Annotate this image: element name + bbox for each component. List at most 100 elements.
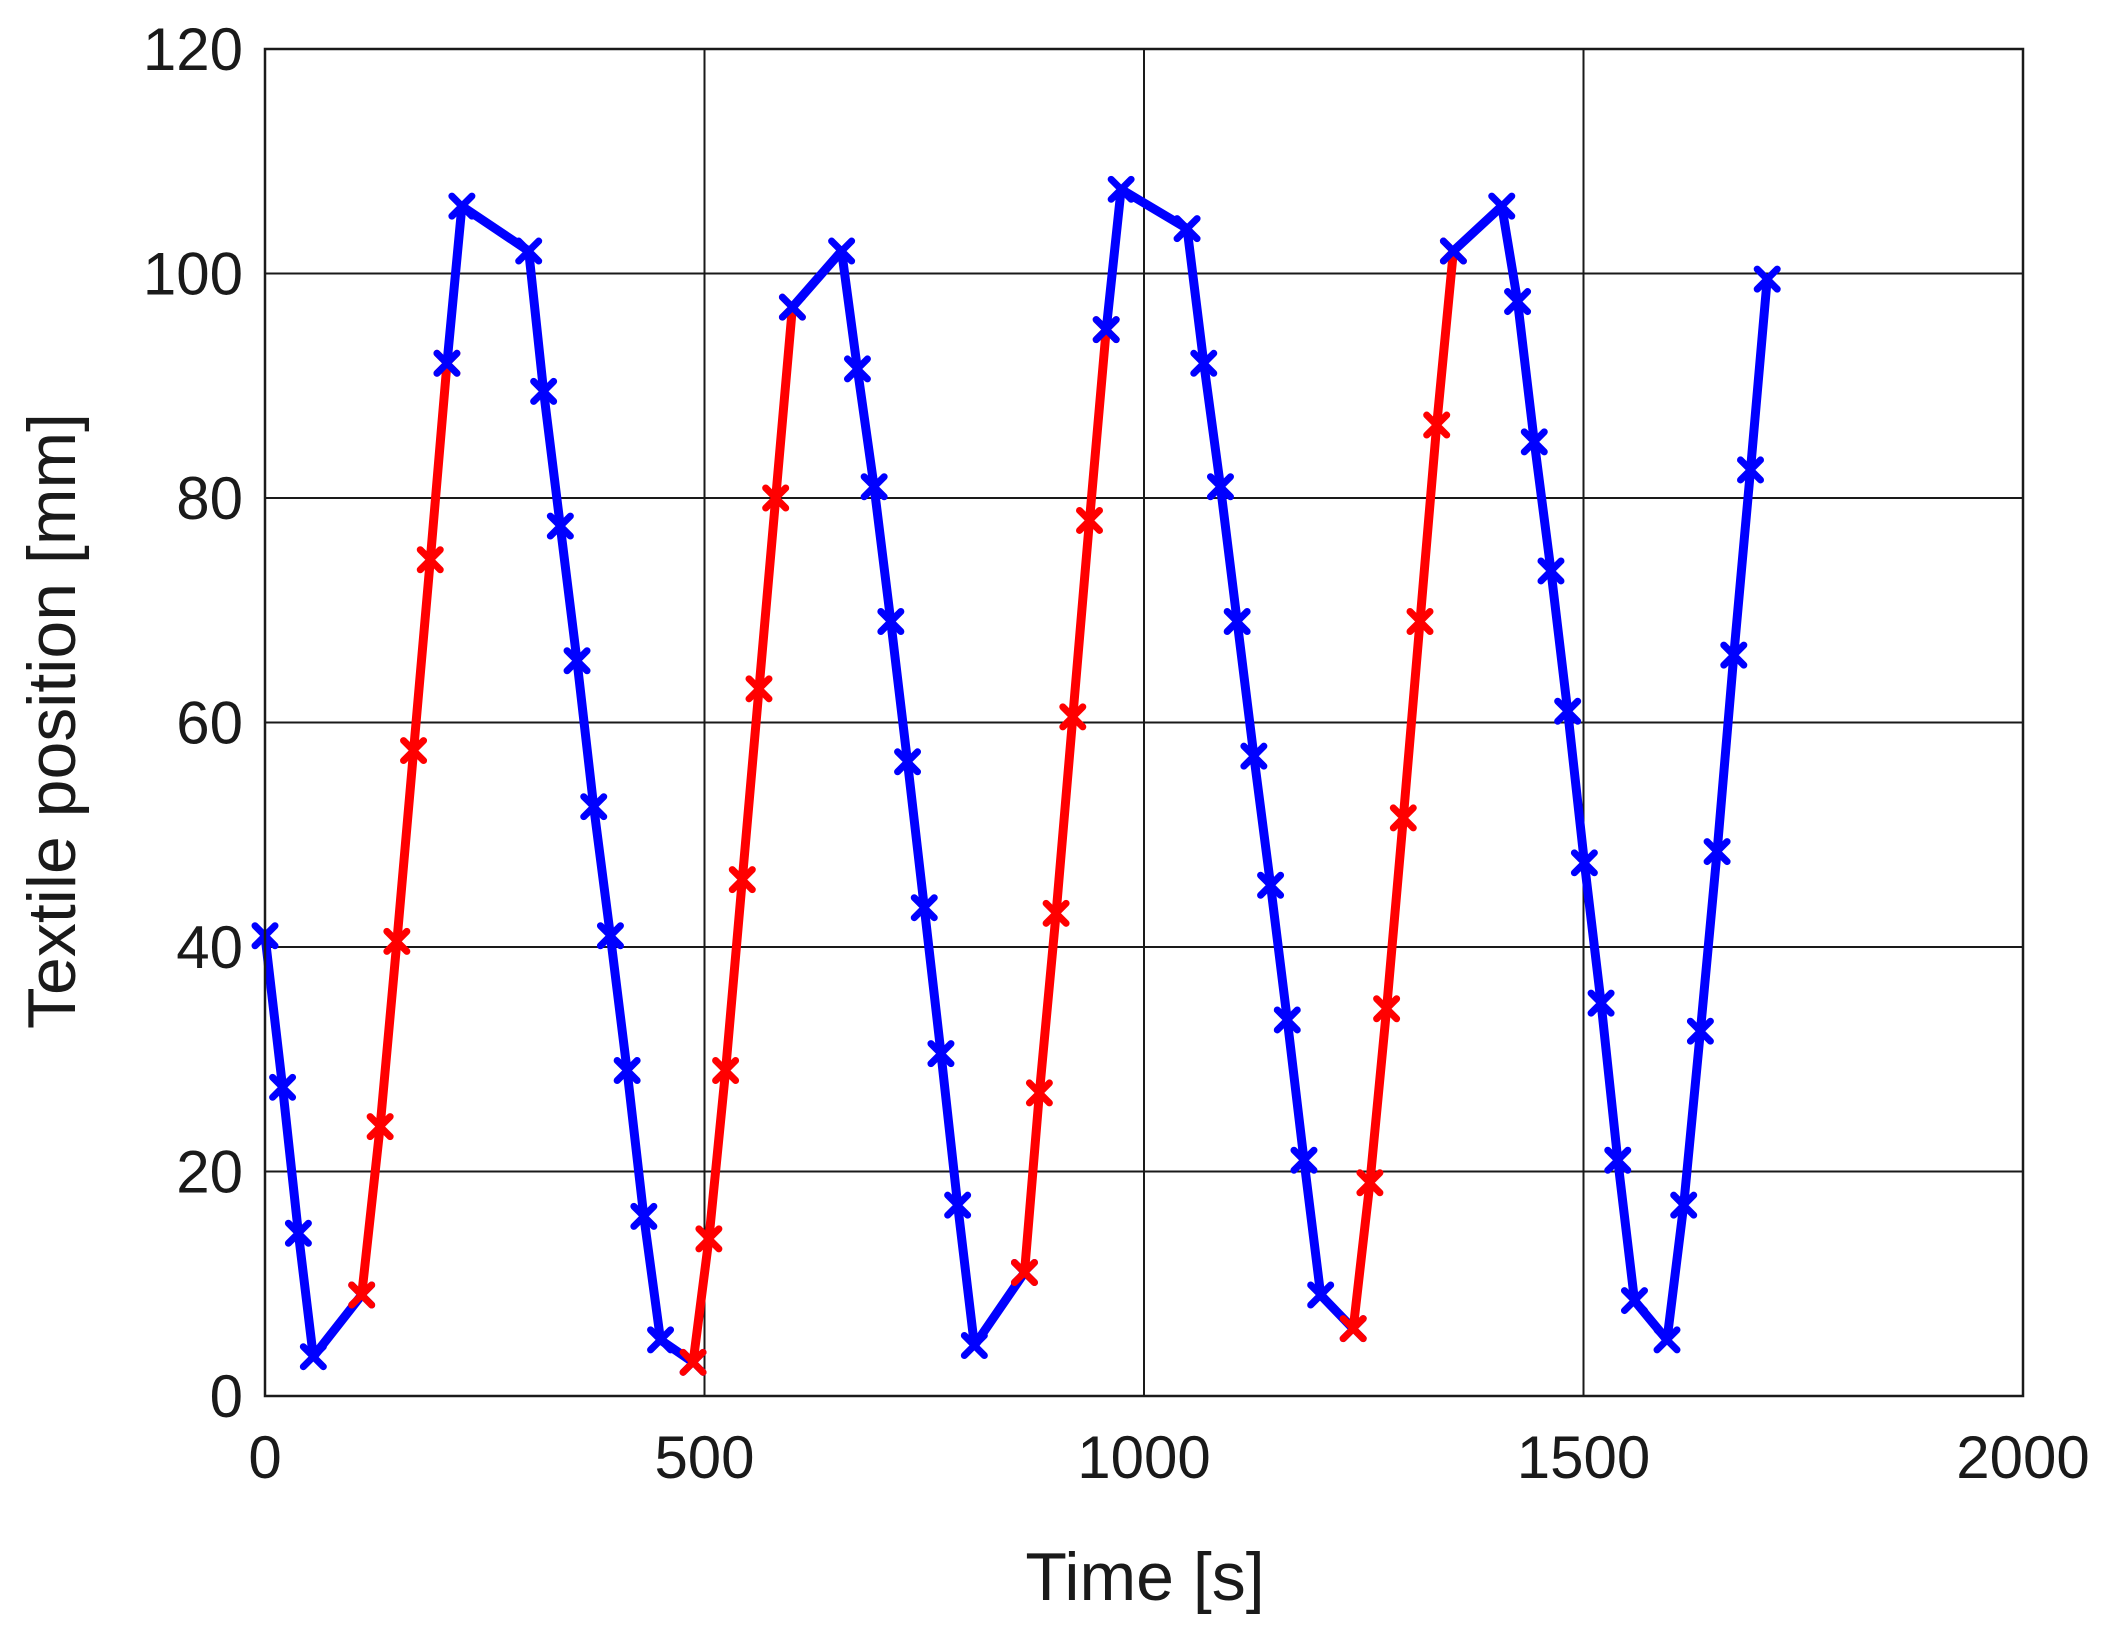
data-point-marker: [515, 237, 543, 265]
red-segment: [348, 349, 461, 1309]
data-point-marker: [894, 748, 922, 776]
data-point-marker: [630, 1202, 658, 1230]
data-point-marker: [712, 1056, 740, 1084]
data-point-marker: [960, 1331, 988, 1359]
data-point-marker: [1653, 1326, 1681, 1354]
data-point-marker: [269, 1073, 297, 1101]
x-tick-label: 1500: [1517, 1424, 1650, 1491]
data-point-marker: [1488, 192, 1516, 220]
data-point-marker: [944, 1191, 972, 1219]
data-point-marker: [1537, 557, 1565, 585]
data-point-marker: [1042, 899, 1070, 927]
tick-labels: 0 500 1000 1500 2000 0 20 40 60 80 100 120: [143, 16, 2090, 1491]
data-point-marker: [1587, 989, 1615, 1017]
data-point-marker: [1025, 1079, 1053, 1107]
data-point-marker: [745, 675, 773, 703]
blue-series-line: [260, 931, 367, 1362]
data-point-marker: [563, 647, 591, 675]
data-point-marker: [613, 1056, 641, 1084]
data-point-marker: [927, 1040, 955, 1068]
x-tick-label: 500: [654, 1424, 754, 1491]
data-point-marker: [910, 894, 938, 922]
data-point-marker: [778, 293, 806, 321]
data-point-marker: [448, 192, 476, 220]
data-point-marker: [1737, 456, 1765, 484]
data-point-marker: [1604, 1146, 1632, 1174]
data-point-marker: [299, 1343, 327, 1371]
data-point-marker: [596, 922, 624, 950]
blue-segment: [1092, 175, 1367, 1343]
red-series-line: [357, 358, 452, 1300]
x-axis-label: Time [s]: [1025, 1539, 1264, 1615]
data-point-marker: [580, 793, 608, 821]
data-point-marker: [1092, 316, 1120, 344]
plot-frame: [263, 47, 2025, 1398]
data-point-marker: [1373, 995, 1401, 1023]
data-point-marker: [1206, 473, 1234, 501]
y-tick-label: 100: [143, 241, 243, 308]
data-point-marker: [860, 473, 888, 501]
data-point-marker: [1406, 607, 1434, 635]
data-point-marker: [1670, 1191, 1698, 1219]
data-point-marker: [1720, 641, 1748, 669]
data-point-marker: [1439, 237, 1467, 265]
data-point-marker: [1240, 742, 1268, 770]
data-point-marker: [1389, 804, 1417, 832]
data-point-marker: [284, 1219, 312, 1247]
data-point-marker: [433, 349, 461, 377]
data-point-marker: [728, 866, 756, 894]
red-series-line: [688, 302, 797, 1367]
data-series: [251, 175, 1781, 1376]
y-tick-label: 80: [176, 465, 243, 532]
data-point-marker: [1059, 703, 1087, 731]
data-point-marker: [383, 927, 411, 955]
data-point-marker: [366, 1113, 394, 1141]
data-point-marker: [843, 355, 871, 383]
data-point-marker: [679, 1348, 707, 1376]
data-point-marker: [348, 1281, 376, 1309]
y-tick-label: 0: [210, 1363, 243, 1430]
y-tick-label: 20: [176, 1139, 243, 1206]
data-point-marker: [1339, 1315, 1367, 1343]
data-point-marker: [1076, 506, 1103, 534]
blue-series-line: [787, 246, 1029, 1350]
data-point-marker: [400, 737, 428, 765]
data-point-marker: [1307, 1281, 1335, 1309]
red-series-line: [1348, 246, 1458, 1334]
data-point-marker: [416, 546, 444, 574]
data-point-marker: [1356, 1169, 1384, 1197]
y-tick-label: 40: [176, 914, 243, 981]
data-point-marker: [530, 377, 558, 405]
data-point-marker: [1753, 265, 1781, 293]
x-tick-label: 0: [248, 1424, 281, 1491]
data-point-marker: [877, 607, 905, 635]
red-segment: [1010, 316, 1120, 1287]
blue-segment: [433, 192, 707, 1376]
data-point-marker: [1223, 607, 1251, 635]
red-segment: [679, 293, 806, 1376]
x-tick-label: 2000: [1956, 1424, 2089, 1491]
data-point-marker: [1423, 411, 1451, 439]
data-point-marker: [1620, 1287, 1648, 1315]
data-point-marker: [1290, 1146, 1318, 1174]
data-point-marker: [1010, 1259, 1038, 1287]
data-point-marker: [695, 1225, 723, 1253]
data-point-marker: [1257, 871, 1285, 899]
blue-series-line: [442, 201, 698, 1367]
data-point-marker: [1554, 697, 1582, 725]
data-point-marker: [1173, 215, 1201, 243]
data-point-marker: [1190, 349, 1218, 377]
red-series-line: [1020, 325, 1111, 1277]
data-point-marker: [1107, 175, 1135, 203]
data-point-marker: [1570, 849, 1598, 877]
x-tick-label: 1000: [1077, 1424, 1210, 1491]
data-point-marker: [1703, 838, 1731, 866]
data-point-marker: [546, 512, 574, 540]
red-segment: [1339, 237, 1467, 1343]
y-tick-label: 60: [176, 690, 243, 757]
y-axis-label: Textile position [mm]: [14, 413, 90, 1029]
data-point-marker: [1520, 428, 1548, 456]
data-point-marker: [1504, 288, 1532, 316]
data-point-marker: [1273, 1006, 1301, 1034]
